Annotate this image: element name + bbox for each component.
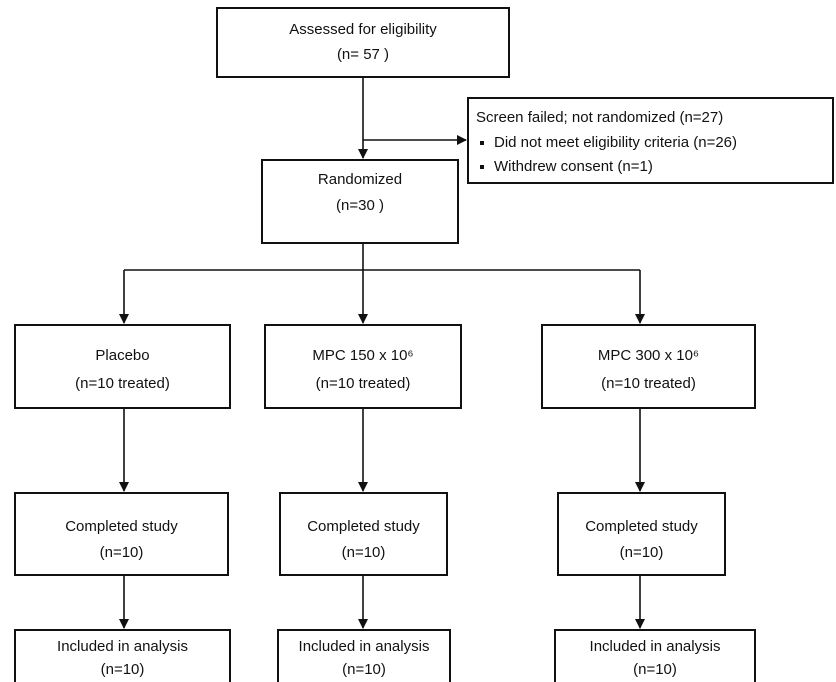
box — [216, 7, 510, 78]
box-text: Withdrew consent (n=1) — [494, 158, 653, 175]
box-text: Completed study — [585, 518, 698, 535]
box — [14, 324, 231, 409]
box-text: (n=10) — [100, 544, 144, 561]
box-text: Included in analysis — [57, 638, 188, 655]
box-text: Screen failed; not randomized (n=27) — [476, 109, 723, 126]
box — [261, 159, 459, 244]
box-text: (n= 57 ) — [337, 46, 389, 63]
box — [541, 324, 756, 409]
box-text: Assessed for eligibility — [289, 21, 437, 38]
box-text: Completed study — [65, 518, 178, 535]
box-text: Included in analysis — [299, 638, 430, 655]
box-text: (n=10) — [342, 544, 386, 561]
box — [279, 492, 448, 576]
box — [467, 97, 834, 184]
box-text: (n=10) — [101, 661, 145, 678]
box — [277, 629, 451, 682]
box — [14, 492, 229, 576]
box-text: Completed study — [307, 518, 420, 535]
box — [14, 629, 231, 682]
box-text: (n=10 treated) — [601, 375, 696, 392]
box-text: Placebo — [95, 347, 149, 364]
box-text: (n=10 treated) — [316, 375, 411, 392]
box — [557, 492, 726, 576]
boxes: Assessed for eligibility (n= 57 ) Screen f… — [14, 7, 834, 682]
connectors — [119, 77, 645, 629]
box-text: (n=10) — [342, 661, 386, 678]
box — [264, 324, 462, 409]
bullet — [480, 141, 484, 145]
box-text: (n=10) — [633, 661, 677, 678]
box-text: Included in analysis — [590, 638, 721, 655]
box-text: Did not meet eligibility criteria (n=26) — [494, 134, 737, 151]
box-text: Randomized — [318, 171, 402, 188]
box-text: (n=10) — [620, 544, 664, 561]
box-text: MPC 150 x 10⁶ — [312, 347, 413, 364]
box-text: (n=30 ) — [336, 197, 384, 214]
bullet — [480, 165, 484, 169]
box — [554, 629, 756, 682]
box-text: (n=10 treated) — [75, 375, 170, 392]
box-text: MPC 300 x 10⁶ — [598, 347, 699, 364]
